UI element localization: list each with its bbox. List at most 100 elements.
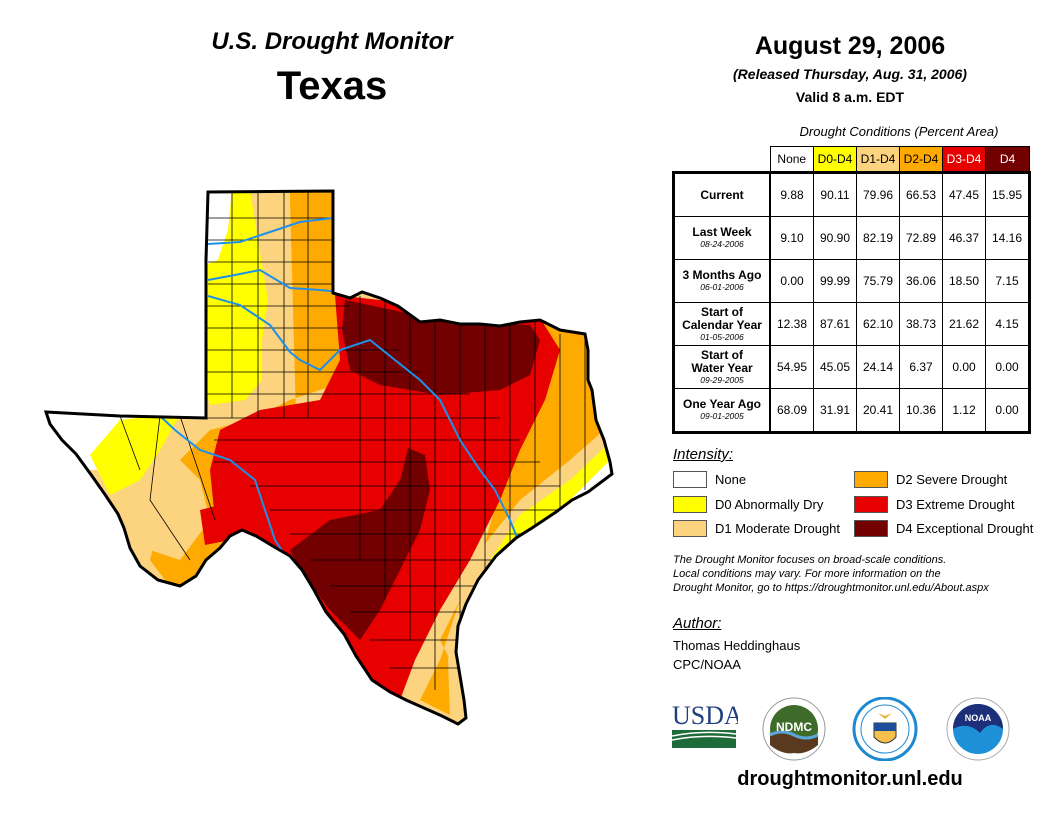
table-row: One Year Ago 09-01-2005 68.09 31.91 20.41 10.… — [672, 388, 1031, 434]
column-header-d2-d4: D2-D4 — [899, 146, 943, 173]
row-label: Start of Calendar Year 01-05-2006 — [672, 302, 771, 346]
noaa-logo-sky — [953, 704, 1003, 733]
author-heading: Author: — [673, 615, 722, 632]
legend-item-d2: D2 Severe Drought — [854, 471, 1007, 488]
d1-region-bigbend — [140, 460, 210, 560]
row-label-text: 3 Months Ago — [682, 268, 762, 282]
map-date: August 29, 2006 — [754, 32, 946, 60]
table-cell: 54.95 — [769, 345, 814, 389]
table-cell: 79.96 — [856, 171, 900, 217]
author-name: Thomas Heddinghaus — [673, 638, 801, 653]
usda-logo-field — [672, 730, 736, 748]
table-cell: 9.10 — [769, 216, 814, 260]
legend-label: D0 Abnormally Dry — [715, 497, 824, 512]
legend-label: D1 Moderate Drought — [715, 521, 841, 536]
row-label: 3 Months Ago 06-01-2006 — [672, 259, 771, 303]
table-cell: 90.90 — [813, 216, 857, 260]
drought-conditions-table: None D0-D4 D1-D4 D2-D4 D3-D4 D4 Current 9… — [672, 146, 1031, 434]
row-label-text: Start of — [701, 304, 743, 319]
table-cell: 66.53 — [899, 171, 943, 217]
column-header-d1-d4: D1-D4 — [856, 146, 900, 173]
table-row: Last Week 08-24-2006 9.10 90.90 82.19 72.89 46… — [672, 216, 1031, 260]
table-corner — [674, 147, 771, 173]
row-label-text: One Year Ago — [682, 397, 762, 411]
note-line: Drought Monitor, go to https://droughtmo… — [673, 582, 989, 594]
legend-label: None — [715, 472, 747, 487]
disclaimer-note: The Drought Monitor focuses on broad-sca… — [673, 553, 989, 595]
legend-title: Intensity: — [673, 446, 734, 463]
legend-swatch-d3 — [854, 496, 888, 513]
row-label: Start of Water Year 09-29-2005 — [672, 345, 771, 389]
row-date: 09-01-2005 — [700, 411, 744, 421]
commerce-seal-eagle — [878, 713, 892, 719]
row-label-text: Current — [700, 187, 744, 202]
legend-swatch-d1 — [673, 520, 707, 537]
table-cell: 14.16 — [985, 216, 1031, 260]
table-cell: 0.00 — [942, 345, 986, 389]
legend-swatch-none — [673, 471, 707, 488]
note-line: Local conditions may vary. For more info… — [673, 568, 941, 580]
table-cell: 4.15 — [985, 302, 1031, 346]
ndmc-logo-water — [769, 730, 819, 740]
table-cell: 82.19 — [856, 216, 900, 260]
table-cell: 24.14 — [856, 345, 900, 389]
column-header-d3-d4: D3-D4 — [942, 146, 986, 173]
table-caption: Drought Conditions (Percent Area) — [799, 124, 999, 139]
legend-item-d4: D4 Exceptional Drought — [854, 520, 1033, 537]
row-date: 08-24-2006 — [700, 239, 744, 249]
footer-url-link[interactable]: droughtmonitor.unl.edu — [737, 768, 963, 790]
table-cell: 47.45 — [942, 171, 986, 217]
row-date: 01-05-2006 — [700, 331, 744, 342]
table-cell: 0.00 — [769, 259, 814, 303]
legend-item-d1: D1 Moderate Drought — [673, 520, 840, 537]
table-cell: 6.37 — [899, 345, 943, 389]
row-date: 06-01-2006 — [700, 282, 744, 292]
table-cell: 68.09 — [769, 388, 814, 434]
table-cell: 0.00 — [985, 345, 1031, 389]
legend-label: D3 Extreme Drought — [896, 497, 1015, 512]
ndmc-logo-text: NDMC — [776, 720, 812, 734]
table-cell: 72.89 — [899, 216, 943, 260]
noaa-logo: NOAA — [946, 697, 1010, 761]
table-cell: 99.99 — [813, 259, 857, 303]
legend-item-d0: D0 Abnormally Dry — [673, 496, 823, 513]
table-cell: 21.62 — [942, 302, 986, 346]
row-label: One Year Ago 09-01-2005 — [672, 388, 771, 434]
table-cell: 15.95 — [985, 171, 1031, 217]
row-date: 09-29-2005 — [700, 374, 744, 385]
legend-label: D4 Exceptional Drought — [896, 521, 1034, 536]
author-org: CPC/NOAA — [673, 657, 741, 672]
commerce-seal-logo — [852, 697, 918, 761]
table-cell: 38.73 — [899, 302, 943, 346]
table-cell: 45.05 — [813, 345, 857, 389]
table-cell: 75.79 — [856, 259, 900, 303]
column-header-d0-d4: D0-D4 — [813, 146, 857, 173]
table-cell: 0.00 — [985, 388, 1031, 434]
legend-item-none: None — [673, 471, 746, 488]
table-row: Current 9.88 90.11 79.96 66.53 47.45 15.95 — [672, 171, 1031, 217]
release-date: (Released Thursday, Aug. 31, 2006) — [733, 66, 967, 82]
table-cell: 18.50 — [942, 259, 986, 303]
commerce-seal-chief — [874, 723, 896, 731]
region-title: Texas — [276, 64, 388, 108]
d0-region-panhandle — [205, 191, 268, 405]
legend-item-d3: D3 Extreme Drought — [854, 496, 1015, 513]
table-cell: 20.41 — [856, 388, 900, 434]
rivers — [159, 217, 521, 556]
row-label-text-2: Water Year — [691, 360, 753, 375]
ndmc-logo: NDMC — [762, 697, 826, 761]
table-row: 3 Months Ago 06-01-2006 0.00 99.99 75.79 36.0… — [672, 259, 1031, 303]
row-label: Current — [672, 171, 771, 217]
note-line: The Drought Monitor focuses on broad-sca… — [673, 554, 947, 566]
table-cell: 12.38 — [769, 302, 814, 346]
legend-label: D2 Severe Drought — [896, 472, 1008, 487]
none-region-panhandle — [205, 191, 232, 265]
ndmc-logo-ground — [770, 732, 818, 754]
table-cell: 9.88 — [769, 171, 814, 217]
texas-drought-map — [44, 189, 614, 726]
legend-swatch-d2 — [854, 471, 888, 488]
valid-time: Valid 8 a.m. EDT — [795, 89, 905, 105]
table-row: Start of Water Year 09-29-2005 54.95 45.05 24… — [672, 345, 1031, 389]
table-row: Start of Calendar Year 01-05-2006 12.38 87.6… — [672, 302, 1031, 346]
column-header-d4: D4 — [985, 146, 1030, 173]
